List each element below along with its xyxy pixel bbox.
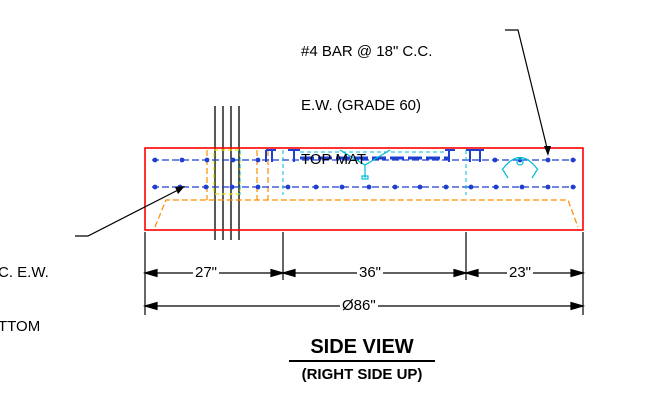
dimension-left: 27" xyxy=(193,264,220,281)
bottom-leader-arrowhead xyxy=(175,186,185,194)
dimension-middle: 36" xyxy=(357,264,384,281)
view-title: SIDE VIEW xyxy=(310,336,414,358)
bottom-rebar-dots xyxy=(152,184,576,190)
bottom-rebar-note: C. E.W. TTOM xyxy=(0,228,49,354)
top-leader-arrowhead xyxy=(544,146,551,156)
bottom-note-leader xyxy=(75,187,183,237)
bottom-note-line-2: TTOM xyxy=(0,318,41,335)
anchor-bolt-detail xyxy=(339,149,539,180)
cyan-center-lines xyxy=(239,150,467,195)
top-note-leader xyxy=(505,29,549,153)
view-subtitle: (RIGHT SIDE UP) xyxy=(301,366,423,383)
top-note-line-2: E.W. (GRADE 60) xyxy=(301,97,422,114)
footing-outline xyxy=(144,147,584,231)
top-note-line-3: TOP MAT xyxy=(301,151,367,168)
top-rebar-note: #4 BAR @ 18" C.C. E.W. (GRADE 60) TOP MA… xyxy=(301,7,432,187)
dimension-overall: Ø86" xyxy=(340,297,378,314)
top-rebar-dots xyxy=(152,157,576,163)
hidden-pedestal-lines xyxy=(154,150,579,228)
vertical-post-lines xyxy=(214,106,240,240)
embed-plates xyxy=(265,149,484,162)
bottom-note-line-1: C. E.W. xyxy=(0,264,49,281)
dimension-right: 23" xyxy=(507,264,534,281)
top-note-line-1: #4 BAR @ 18" C.C. xyxy=(301,43,433,60)
